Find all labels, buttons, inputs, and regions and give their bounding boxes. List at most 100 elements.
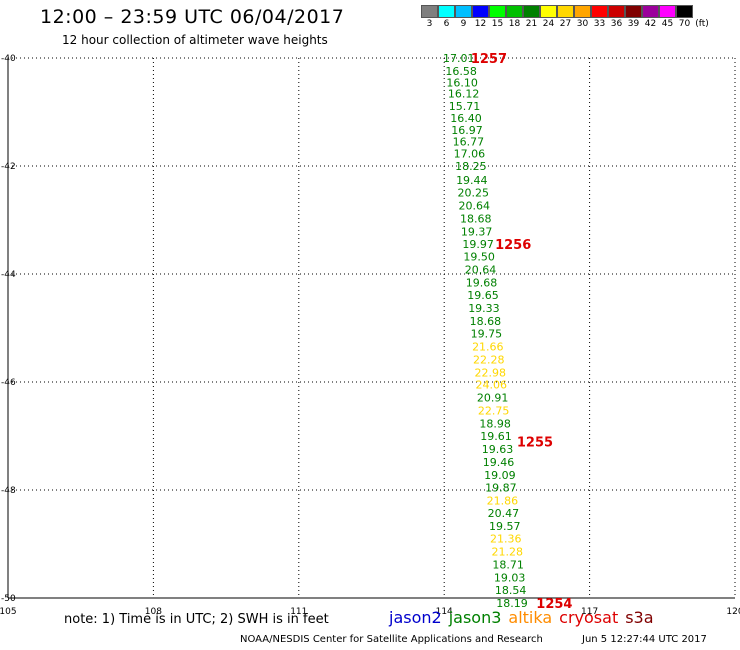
legend-item-altika: altika bbox=[508, 608, 553, 627]
legend-item-s3a: s3a bbox=[625, 608, 654, 627]
data-point-label: 19.50 bbox=[463, 251, 495, 264]
data-point-label: 19.44 bbox=[456, 174, 488, 187]
colorbar-swatch bbox=[676, 5, 693, 18]
y-tick-label: -48 bbox=[1, 486, 16, 496]
data-point-label: 16.40 bbox=[450, 112, 482, 125]
data-point-label: 19.63 bbox=[482, 443, 514, 456]
data-point-label: 18.71 bbox=[492, 559, 524, 572]
x-tick-label: 105 bbox=[0, 607, 17, 617]
colorbar-swatch bbox=[625, 5, 642, 18]
colorbar-swatch bbox=[489, 5, 506, 18]
colorbar-labels: 3 6 9 12 15 18 21 24 27 30 33 36 39 42 45 70 (ft) bbox=[421, 18, 711, 30]
colorbar-swatch bbox=[438, 5, 455, 18]
colorbar-swatches bbox=[421, 5, 711, 18]
colorbar: 3 6 9 12 15 18 21 24 27 30 33 36 39 42 45 70 (ft) bbox=[421, 5, 711, 30]
colorbar-swatch bbox=[591, 5, 608, 18]
colorbar-swatch bbox=[455, 5, 472, 18]
colorbar-swatch bbox=[523, 5, 540, 18]
pass-time-label: 1254 bbox=[536, 597, 572, 612]
data-point-label: 22.75 bbox=[478, 405, 510, 418]
colorbar-label: 27 bbox=[559, 19, 572, 29]
colorbar-swatch bbox=[659, 5, 676, 18]
x-tick-label: 111 bbox=[290, 607, 307, 617]
x-tick-label: 117 bbox=[581, 607, 598, 617]
y-tick-label: -50 bbox=[1, 594, 16, 604]
x-tick-label: 108 bbox=[145, 607, 162, 617]
data-point-label: 22.28 bbox=[473, 353, 505, 366]
units-note: note: 1) Time is in UTC; 2) SWH is in fe… bbox=[64, 612, 329, 627]
data-point-label: 16.12 bbox=[448, 88, 480, 101]
satellite-legend: jason2 jason3 altika cryosat s3a bbox=[389, 608, 661, 627]
pass-time-label: 1255 bbox=[517, 435, 553, 450]
data-point-label: 16.58 bbox=[445, 65, 477, 78]
colorbar-label: 45 bbox=[661, 19, 674, 29]
data-point-label: 16.10 bbox=[446, 76, 478, 89]
data-points: 17.0116.5816.1016.1215.7116.4016.9716.77… bbox=[443, 52, 528, 610]
data-point-label: 19.37 bbox=[461, 225, 493, 238]
colorbar-swatch bbox=[642, 5, 659, 18]
colorbar-swatch bbox=[608, 5, 625, 18]
x-tick-label: 120 bbox=[726, 607, 740, 617]
data-point-label: 16.97 bbox=[451, 124, 483, 137]
data-point-label: 15.71 bbox=[449, 100, 481, 113]
axes: 105 108 111 114 117 120 -40 -42 -44 -46 -48 -50 bbox=[0, 54, 740, 617]
data-point-label: 19.97 bbox=[462, 238, 494, 251]
colorbar-label: 18 bbox=[508, 19, 521, 29]
y-tick-label: -40 bbox=[1, 54, 16, 64]
colorbar-label: 6 bbox=[443, 19, 450, 29]
footer-credit: NOAA/NESDIS Center for Satellite Applica… bbox=[240, 634, 543, 645]
colorbar-label: 36 bbox=[610, 19, 623, 29]
data-point-label: 18.54 bbox=[495, 584, 527, 597]
colorbar-label: 15 bbox=[491, 19, 504, 29]
y-tick-label: -42 bbox=[1, 162, 16, 172]
grid bbox=[8, 57, 736, 598]
data-point-label: 19.09 bbox=[484, 469, 516, 482]
data-point-label: 18.19 bbox=[496, 597, 528, 610]
colorbar-swatch bbox=[557, 5, 574, 18]
data-point-label: 20.64 bbox=[458, 199, 490, 212]
footer-timestamp: Jun 5 12:27:44 UTC 2017 bbox=[582, 634, 707, 645]
colorbar-swatch bbox=[574, 5, 591, 18]
data-point-label: 22.98 bbox=[474, 366, 506, 379]
colorbar-label: 3 bbox=[426, 19, 433, 29]
x-tick-label: 114 bbox=[436, 607, 453, 617]
data-point-label: 20.91 bbox=[477, 392, 509, 405]
data-point-label: 17.06 bbox=[454, 148, 486, 161]
legend-item-cryosat: cryosat bbox=[559, 608, 619, 627]
colorbar-label: 39 bbox=[627, 19, 640, 29]
colorbar-swatch bbox=[421, 5, 438, 18]
colorbar-label: 42 bbox=[644, 19, 657, 29]
data-point-label: 19.57 bbox=[489, 520, 521, 533]
data-point-label: 17.01 bbox=[443, 52, 475, 65]
data-point-label: 18.25 bbox=[455, 160, 487, 173]
data-point-label: 21.66 bbox=[472, 340, 504, 353]
colorbar-label: 12 bbox=[474, 19, 487, 29]
data-point-label: 19.61 bbox=[480, 430, 512, 443]
colorbar-label: 24 bbox=[542, 19, 555, 29]
colorbar-swatch bbox=[472, 5, 489, 18]
colorbar-unit: (ft) bbox=[695, 19, 709, 29]
data-point-label: 19.46 bbox=[483, 456, 515, 469]
y-tick-label: -46 bbox=[1, 378, 16, 388]
data-point-label: 21.36 bbox=[490, 533, 522, 546]
page-title: 12:00 – 23:59 UTC 06/04/2017 bbox=[40, 6, 345, 28]
page-subtitle: 12 hour collection of altimeter wave hei… bbox=[62, 33, 328, 47]
colorbar-label: 70 bbox=[678, 19, 691, 29]
colorbar-label: 21 bbox=[525, 19, 538, 29]
legend-item-jason2: jason2 bbox=[389, 608, 442, 627]
data-point-label: 20.47 bbox=[488, 507, 520, 520]
colorbar-swatch bbox=[540, 5, 557, 18]
data-point-label: 18.68 bbox=[470, 315, 502, 328]
colorbar-swatch bbox=[506, 5, 523, 18]
colorbar-label: 9 bbox=[460, 19, 467, 29]
data-point-label: 19.03 bbox=[494, 571, 526, 584]
data-point-label: 19.87 bbox=[485, 481, 517, 494]
data-point-label: 20.64 bbox=[465, 264, 497, 277]
data-point-label: 24.06 bbox=[475, 379, 507, 392]
data-point-label: 20.25 bbox=[458, 186, 490, 199]
pass-time-label: 1256 bbox=[495, 238, 531, 253]
data-point-label: 18.68 bbox=[460, 212, 492, 225]
data-point-label: 21.86 bbox=[487, 494, 519, 507]
data-point-label: 19.33 bbox=[468, 302, 500, 315]
